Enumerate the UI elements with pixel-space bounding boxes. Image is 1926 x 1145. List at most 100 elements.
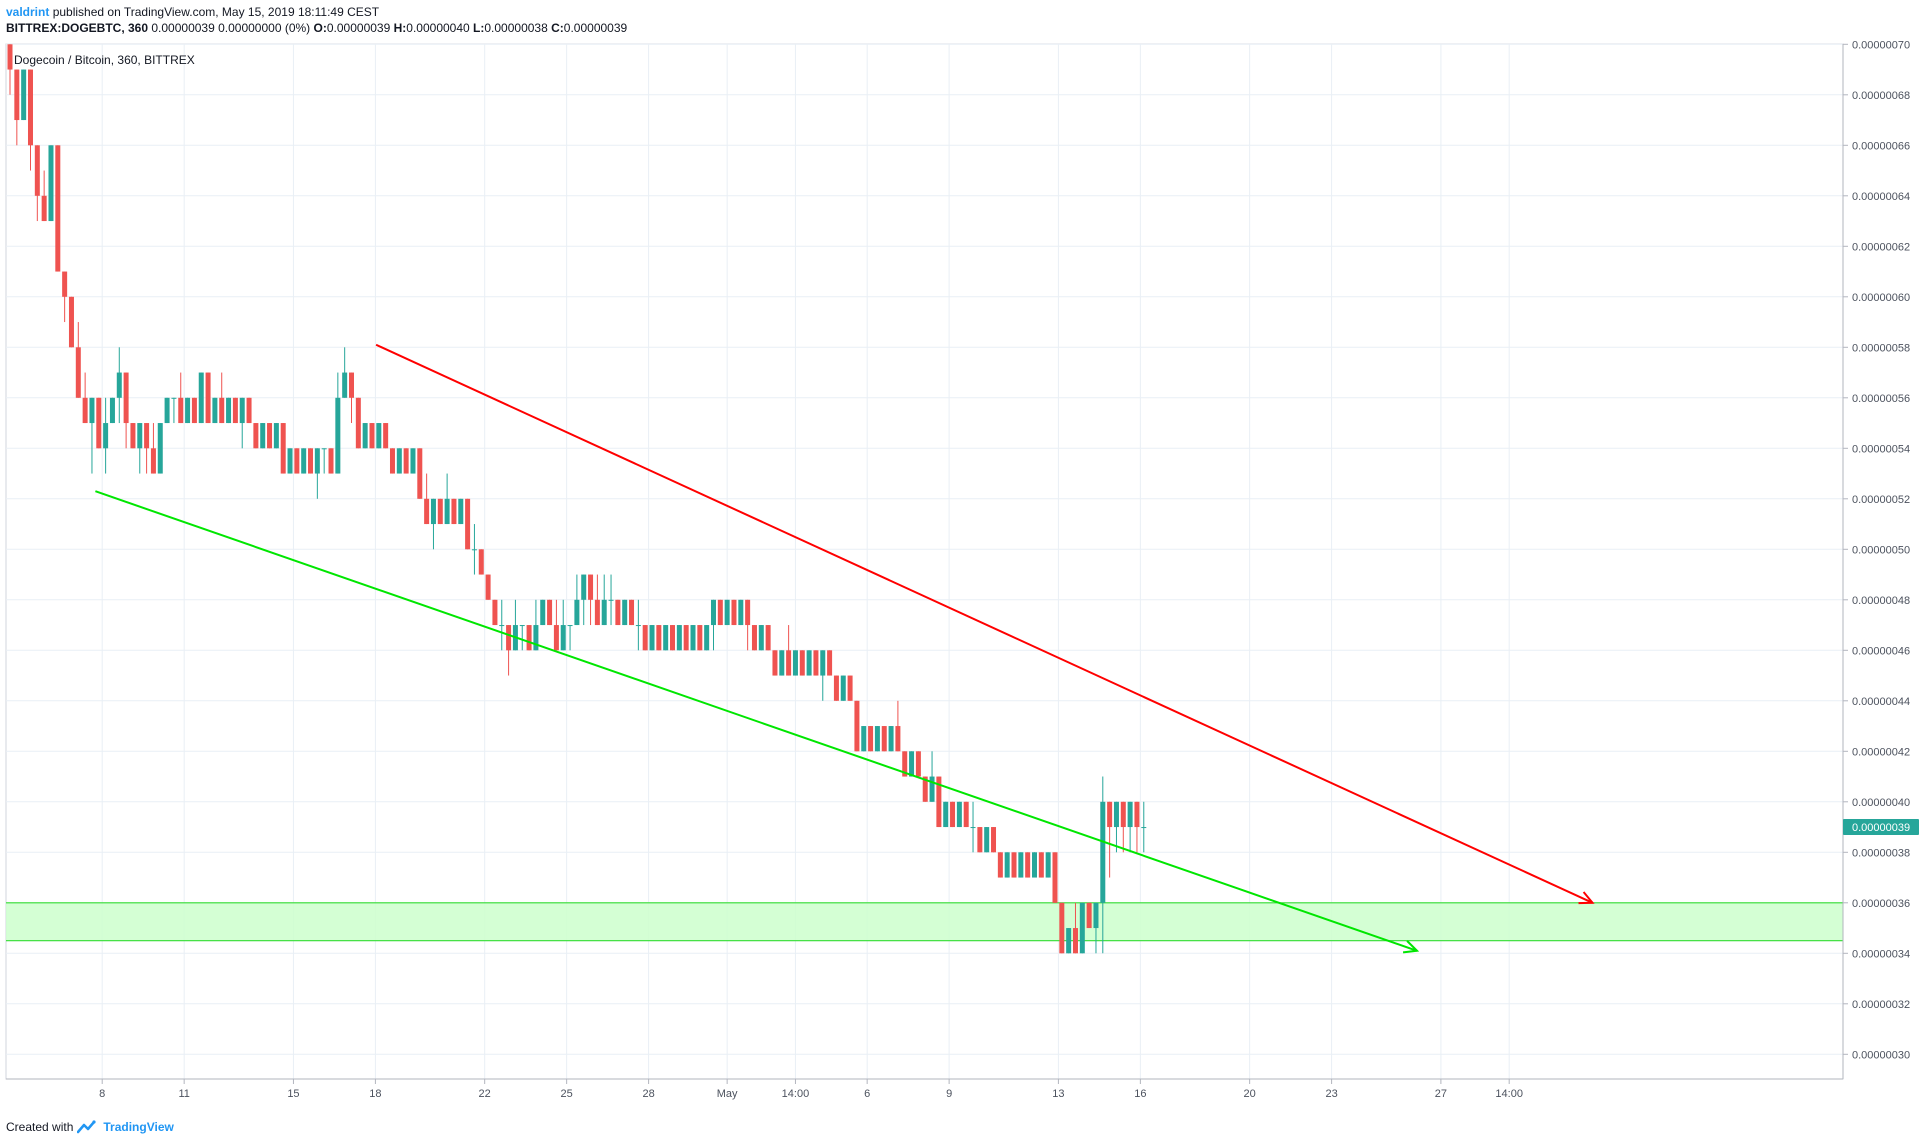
candle-body-up <box>861 726 867 752</box>
low-label: L: <box>473 21 485 35</box>
candle-body-down <box>62 271 68 297</box>
candle-body-up <box>1113 801 1119 828</box>
last-price-tag-bg <box>1843 819 1919 836</box>
price-axis[interactable]: 0.00000070 0.00000068 0.00000066 0.00000064… <box>1843 39 1910 1061</box>
author-link[interactable]: valdrint <box>6 5 50 19</box>
time-tick-label: 16 <box>1134 1088 1146 1100</box>
time-tick-label: 6 <box>864 1088 870 1100</box>
candle-body-down <box>130 423 136 449</box>
candle-body-down <box>1086 902 1092 929</box>
candle-body-down <box>349 372 354 398</box>
candle-body-up <box>649 625 655 651</box>
candle-body-down <box>1038 852 1044 878</box>
price-tick-label: 0.00000030 <box>1852 1049 1910 1061</box>
candle-body-down <box>41 195 47 222</box>
candle-body-down <box>417 448 423 499</box>
candle-body-up <box>943 801 949 828</box>
price-tick-label: 0.00000060 <box>1852 292 1910 304</box>
candle-body-up <box>1079 902 1085 954</box>
low-value: 0.00000038 <box>484 21 548 35</box>
time-tick-label: 22 <box>479 1088 491 1100</box>
candle-body-down <box>267 423 273 449</box>
candle-body-down <box>205 372 211 424</box>
candle-body-down <box>1052 852 1058 903</box>
candle-body-down <box>683 625 689 651</box>
candle-body-down <box>642 625 648 651</box>
candle-body-down <box>936 776 942 828</box>
candle-body-up <box>519 625 525 627</box>
candle-body-up <box>792 650 798 676</box>
candle-body-up <box>608 599 614 601</box>
candle-body-up <box>710 599 716 626</box>
price-tick-label: 0.00000042 <box>1852 746 1910 758</box>
tradingview-brand[interactable]: TradingView <box>103 1120 174 1134</box>
candle-body-down <box>403 448 409 474</box>
candle-body-up <box>956 801 962 828</box>
tradingview-logo-icon <box>77 1120 96 1134</box>
candle-body-down <box>1107 801 1113 828</box>
candle-body-down <box>492 599 498 626</box>
candle-body-down <box>123 372 129 424</box>
time-axis[interactable]: 8 11 15 18 22 25 28 May 14:00 6 9 13 16 20 23 27 14:00 <box>99 1079 1523 1100</box>
candle-body-down <box>697 625 703 651</box>
time-tick-label: 11 <box>178 1088 189 1100</box>
candle-body-up <box>301 448 307 474</box>
footer: Created with TradingView <box>6 1120 174 1134</box>
candle-body-up <box>376 423 382 449</box>
open-label: O: <box>313 21 327 35</box>
candle-body-up <box>157 423 163 474</box>
candle-body-up <box>533 625 539 651</box>
time-tick-label: 9 <box>946 1088 952 1100</box>
price-tick-label: 0.00000050 <box>1852 544 1910 556</box>
candle-body-up <box>499 625 505 627</box>
price-tick-label: 0.00000052 <box>1852 494 1910 506</box>
time-tick-label: 28 <box>642 1088 654 1100</box>
price-tick-label: 0.00000058 <box>1852 342 1910 354</box>
candle-body-up <box>185 397 191 424</box>
candle-body-down <box>424 498 430 525</box>
price-tick-label: 0.00000036 <box>1852 898 1910 910</box>
candle-body-down <box>991 827 997 853</box>
candle-body-up <box>226 397 232 424</box>
candle-body-down <box>553 625 559 651</box>
candle-body-up <box>676 625 682 651</box>
candle-body-down <box>772 650 778 676</box>
candle-body-down <box>1025 852 1031 878</box>
candle-body-up <box>1100 801 1106 903</box>
time-tick-label: 14:00 <box>1495 1088 1523 1100</box>
candle-body-down <box>1072 928 1078 954</box>
published-text: published on TradingView.com, May 15, 20… <box>52 5 380 19</box>
candle-body-down <box>219 397 225 424</box>
resistance-trendline <box>375 343 1593 904</box>
candle-body-up <box>137 423 143 449</box>
candle-body-up <box>116 372 122 398</box>
candle-body-down <box>253 423 259 449</box>
candle-body-up <box>342 372 348 398</box>
last-price-tag-label: 0.00000039 <box>1852 822 1910 834</box>
candle-body-up <box>198 372 204 424</box>
candle-body-up <box>458 498 464 525</box>
price-tick-label: 0.00000034 <box>1852 948 1910 960</box>
price-tick-label: 0.00000064 <box>1852 191 1910 203</box>
candle-body-up <box>362 423 368 449</box>
candle-body-down <box>813 650 819 676</box>
candle-body-down <box>588 574 594 600</box>
candle-body-up <box>1066 928 1072 954</box>
candle-body-up <box>567 625 573 627</box>
candle-body-down <box>14 69 20 121</box>
support-zone-fill <box>6 902 1843 941</box>
time-tick-label: 27 <box>1435 1088 1447 1100</box>
candle-body-down <box>629 599 635 626</box>
support-trendline <box>95 490 1418 952</box>
candle-body-down <box>294 448 300 474</box>
candle-body-down <box>615 599 621 626</box>
support-zone <box>6 902 1843 942</box>
candle-body-up <box>1141 827 1147 829</box>
candle-body-up <box>888 726 894 752</box>
candle-body-down <box>868 726 874 752</box>
candle-body-down <box>144 423 150 449</box>
candle-body-down <box>96 397 102 449</box>
candle-body-down <box>246 397 252 424</box>
candle-body-up <box>430 498 436 525</box>
